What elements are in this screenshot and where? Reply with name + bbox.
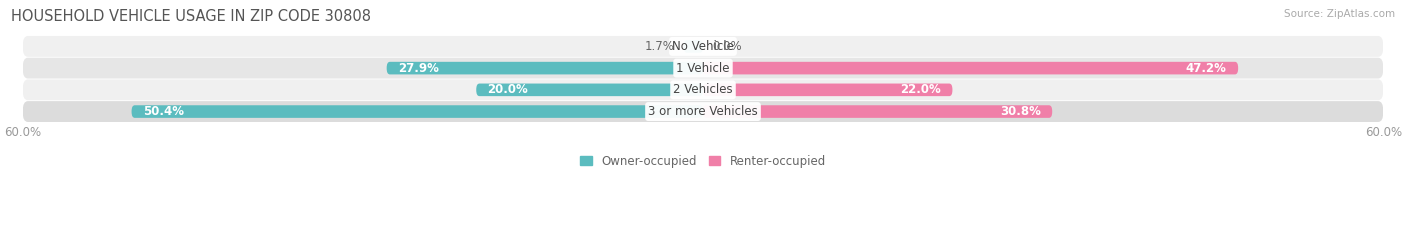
- Text: Source: ZipAtlas.com: Source: ZipAtlas.com: [1284, 9, 1395, 19]
- FancyBboxPatch shape: [132, 105, 703, 118]
- FancyBboxPatch shape: [477, 84, 703, 96]
- FancyBboxPatch shape: [703, 105, 1052, 118]
- Text: 27.9%: 27.9%: [398, 62, 439, 75]
- Text: 20.0%: 20.0%: [488, 83, 529, 96]
- Text: 50.4%: 50.4%: [143, 105, 184, 118]
- Text: 1 Vehicle: 1 Vehicle: [676, 62, 730, 75]
- FancyBboxPatch shape: [22, 58, 1384, 79]
- Text: 0.0%: 0.0%: [711, 40, 742, 53]
- Text: 3 or more Vehicles: 3 or more Vehicles: [648, 105, 758, 118]
- FancyBboxPatch shape: [22, 101, 1384, 122]
- Text: No Vehicle: No Vehicle: [672, 40, 734, 53]
- Text: 22.0%: 22.0%: [900, 83, 941, 96]
- FancyBboxPatch shape: [387, 62, 703, 74]
- Text: 2 Vehicles: 2 Vehicles: [673, 83, 733, 96]
- Text: 30.8%: 30.8%: [1000, 105, 1040, 118]
- Text: HOUSEHOLD VEHICLE USAGE IN ZIP CODE 30808: HOUSEHOLD VEHICLE USAGE IN ZIP CODE 3080…: [11, 9, 371, 24]
- FancyBboxPatch shape: [22, 79, 1384, 100]
- FancyBboxPatch shape: [703, 62, 1239, 74]
- FancyBboxPatch shape: [22, 36, 1384, 57]
- FancyBboxPatch shape: [683, 40, 703, 53]
- FancyBboxPatch shape: [703, 84, 952, 96]
- Text: 47.2%: 47.2%: [1185, 62, 1227, 75]
- Legend: Owner-occupied, Renter-occupied: Owner-occupied, Renter-occupied: [575, 150, 831, 173]
- Text: 1.7%: 1.7%: [645, 40, 675, 53]
